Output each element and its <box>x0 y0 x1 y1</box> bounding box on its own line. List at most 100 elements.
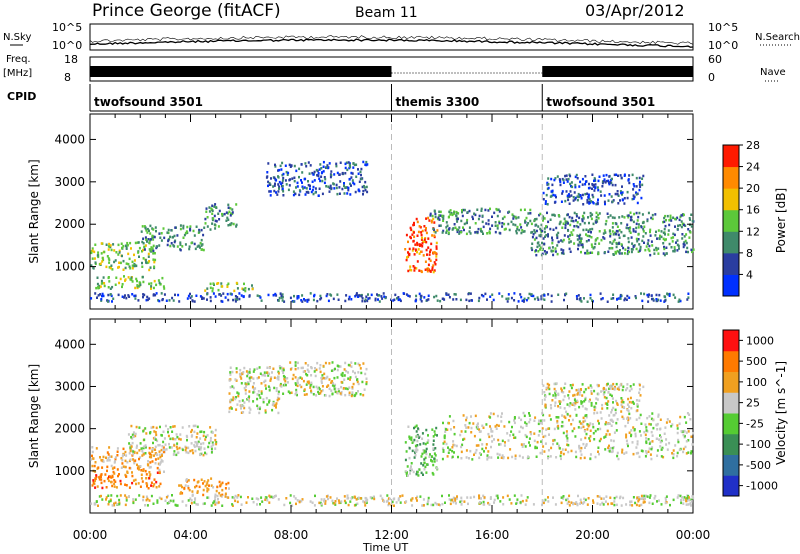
velocity-colorbar-label: Velocity [m s^-1] <box>774 361 788 465</box>
freq-unit-label: [MHz] <box>3 68 32 79</box>
date-title: 03/Apr/2012 <box>585 1 685 20</box>
velocity-echo-region-8 <box>542 382 645 415</box>
power-colorbar-swatch-2 <box>723 231 739 254</box>
velocity-colorbar-tick-label-6: -500 <box>746 459 771 472</box>
power-colorbar-swatch-6 <box>723 145 739 168</box>
power-echo-region-2 <box>140 224 205 253</box>
panel-power: 1000 2000 3000 4000 Slant Range [km] 4 8 12 16 20… <box>27 113 788 310</box>
velocity-echo-region-7 <box>441 411 695 461</box>
velocity-ytick-label-3: 4000 <box>54 337 85 351</box>
freq-bars <box>90 66 693 77</box>
velocity-echo-region-6 <box>404 424 439 477</box>
panel-velocity: 1000 2000 3000 4000 Slant Range [km] 1000 500 1… <box>27 318 788 542</box>
power-colorbar-swatch-0 <box>723 274 739 297</box>
freq-tick-top: 18 <box>64 53 78 66</box>
x-tick-label-1: 04:00 <box>173 528 208 542</box>
freq-bar-2 <box>542 66 693 77</box>
power-colorbar-tick-label-5: 24 <box>746 161 760 174</box>
nsky-label: N.Sky <box>3 32 31 43</box>
cpid-segment-label-2: twofsound 3501 <box>546 95 655 109</box>
power-colorbar-frame <box>722 144 740 297</box>
nave-label: Nave <box>760 67 786 78</box>
freq-tick-bottom: 8 <box>64 71 71 84</box>
power-ylabel: Slant Range [km] <box>27 159 41 263</box>
x-tick-label-3: 12:00 <box>374 528 409 542</box>
power-ytick-label-0: 1000 <box>54 260 85 274</box>
power-ytick-label-1: 2000 <box>54 217 85 231</box>
main-panels: 1000 2000 3000 4000 Slant Range [km] 4 8 12 16 20… <box>27 113 788 542</box>
freq-bar-0 <box>90 66 392 77</box>
nsearch-label: N.Search <box>755 32 800 43</box>
freq-label: Freq. <box>6 54 31 65</box>
x-tick-label-6: 00:00 <box>676 528 711 542</box>
velocity-colorbar-frame <box>722 329 740 497</box>
power-echo-region-3 <box>203 203 238 231</box>
velocity-colorbar-swatch-0 <box>723 475 739 497</box>
velocity-colorbar-swatch-7 <box>723 330 739 352</box>
power-colorbar-label: Power [dB] <box>774 188 788 253</box>
cpid-track: twofsound 3501 themis 3300 twofsound 3501 <box>89 84 693 112</box>
power-echo-region-4 <box>204 281 254 293</box>
power-colorbar-swatch-1 <box>723 252 739 275</box>
velocity-ytick-label-2: 3000 <box>54 379 85 393</box>
velocity-colorbar-tick-label-7: -1000 <box>746 480 778 493</box>
power-colorbar-tick-label-0: 4 <box>746 268 753 281</box>
velocity-echo-region-0 <box>91 471 162 490</box>
nsky-line <box>89 38 694 48</box>
velocity-colorbar-swatch-2 <box>723 433 739 455</box>
nave-tick-bottom: 0 <box>708 71 715 84</box>
nsearch-line <box>89 35 694 45</box>
x-tick-label-4: 16:00 <box>475 528 510 542</box>
velocity-echo-region-5 <box>278 361 368 398</box>
velocity-ytick-label-1: 2000 <box>54 422 85 436</box>
power-colorbar-swatch-5 <box>723 166 739 189</box>
noise-panel-frame <box>89 23 694 51</box>
cpid-label: CPID <box>7 90 36 103</box>
noise-tick-right-bottom: 10^0 <box>708 39 738 52</box>
power-colorbar-tick-label-1: 8 <box>746 247 753 260</box>
power-echo-region-9 <box>542 173 645 206</box>
velocity-colorbar-tick-label-5: -100 <box>746 438 771 451</box>
beam-title: Beam 11 <box>355 5 418 21</box>
cpid-segment-label-0: twofsound 3501 <box>94 95 203 109</box>
noise-tick-left-top: 10^5 <box>52 21 82 34</box>
velocity-ytick-label-0: 1000 <box>54 464 85 478</box>
power-colorbar-tick-label-6: 28 <box>746 139 760 152</box>
power-echo-region-8 <box>530 211 695 257</box>
velocity-echo-region-4 <box>228 366 281 415</box>
velocity-colorbar-tick-label-0: 1000 <box>746 334 774 347</box>
noise-tick-left-bottom: 10^0 <box>52 39 82 52</box>
power-colorbar-swatch-3 <box>723 209 739 232</box>
velocity-colorbar-tick-label-2: 100 <box>746 376 767 389</box>
velocity-colorbar-swatch-5 <box>723 371 739 393</box>
power-ytick-label-3: 4000 <box>54 132 85 146</box>
velocity-echo-region-9 <box>90 494 695 507</box>
velocity-colorbar-swatch-6 <box>723 350 739 372</box>
power-colorbar-tick-label-3: 16 <box>746 204 760 217</box>
velocity-colorbar-tick-label-4: -25 <box>746 417 764 430</box>
power-colorbar-tick-label-2: 12 <box>746 225 760 238</box>
nave-tick-top: 60 <box>708 53 722 66</box>
noise-lines <box>89 35 694 48</box>
noise-tick-right-top: 10^5 <box>708 21 738 34</box>
velocity-colorbar-swatch-1 <box>723 454 739 476</box>
station-title: Prince George (fitACF) <box>92 1 281 21</box>
velocity-colorbar-tick-label-3: 25 <box>746 397 760 410</box>
power-colorbar-swatch-4 <box>723 188 739 211</box>
x-axis-label: Time UT <box>362 541 408 554</box>
cpid-segment-label-1: themis 3300 <box>396 95 480 109</box>
velocity-colorbar-swatch-4 <box>723 392 739 414</box>
power-echo-region-7 <box>429 207 532 236</box>
power-echo-region-5 <box>265 160 369 197</box>
velocity-colorbar-swatch-3 <box>723 413 739 435</box>
velocity-echo-region-2 <box>127 424 218 457</box>
velocity-colorbar-tick-label-1: 500 <box>746 355 767 368</box>
power-ytick-label-2: 3000 <box>54 175 85 189</box>
x-tick-label-2: 08:00 <box>274 528 309 542</box>
power-echo-region-6 <box>404 216 439 274</box>
x-tick-label-5: 20:00 <box>575 528 610 542</box>
power-echo-region-1 <box>95 275 166 290</box>
x-tick-label-0: 00:00 <box>73 528 108 542</box>
velocity-echo-region-3 <box>178 477 230 497</box>
